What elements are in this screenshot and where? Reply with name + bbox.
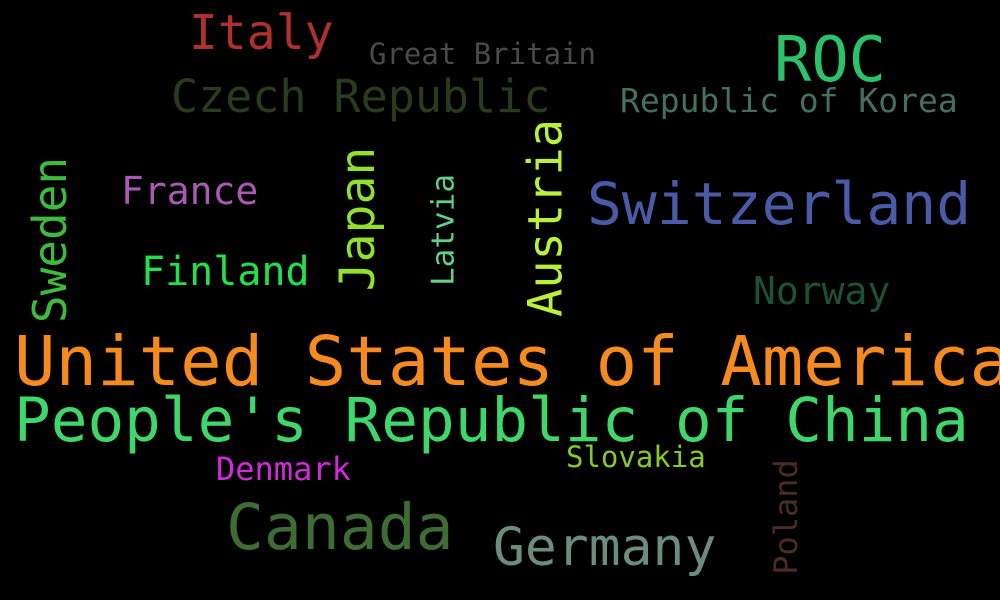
word-slovakia: Slovakia: [566, 440, 706, 474]
word-czech-republic: Czech Republic: [171, 70, 551, 123]
word-austria: Austria: [518, 118, 574, 318]
word-italy: Italy: [189, 5, 334, 61]
word-china: People's Republic of China: [14, 385, 969, 456]
word-norway: Norway: [753, 269, 891, 313]
word-roc: ROC: [774, 23, 886, 96]
word-sweden: Sweden: [23, 156, 77, 324]
word-republic-of-korea: Republic of Korea: [620, 81, 958, 120]
word-united-states: United States of America: [14, 322, 1000, 402]
word-germany: Germany: [493, 517, 717, 578]
word-latvia: Latvia: [425, 174, 462, 286]
word-france: France: [121, 169, 259, 213]
word-canada: Canada: [226, 491, 454, 564]
word-great-britain: Great Britain: [369, 37, 596, 71]
word-poland: Poland: [767, 459, 805, 575]
word-finland: Finland: [141, 249, 310, 295]
word-switzerland: Switzerland: [587, 170, 972, 238]
word-denmark: Denmark: [216, 450, 351, 488]
word-japan: Japan: [330, 146, 386, 292]
